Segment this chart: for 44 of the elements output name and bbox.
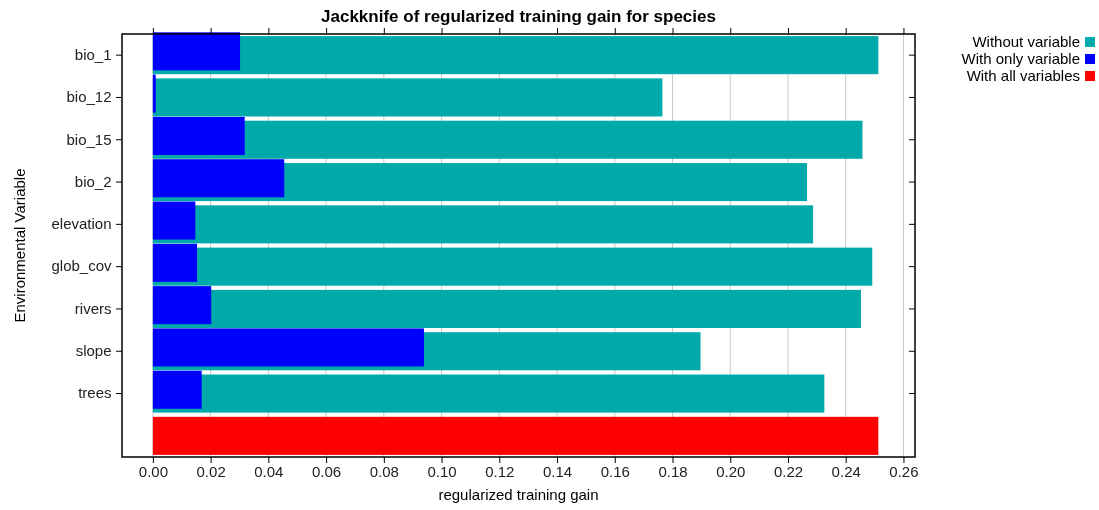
bar bbox=[152, 159, 285, 198]
y-tick-label: bio_15 bbox=[66, 130, 112, 148]
x-tick-label: 0.08 bbox=[369, 462, 399, 480]
x-tick-label: 0.04 bbox=[254, 462, 284, 480]
bar bbox=[152, 328, 424, 367]
x-tick-label: 0.10 bbox=[427, 462, 457, 480]
x-tick-label: 0.12 bbox=[485, 462, 515, 480]
bar bbox=[152, 374, 825, 413]
x-tick-label: 0.02 bbox=[196, 462, 226, 480]
y-tick-label: bio_12 bbox=[66, 88, 112, 106]
x-axis-title: regularized training gain bbox=[438, 486, 599, 503]
x-tick-label: 0.24 bbox=[831, 462, 861, 480]
bar bbox=[152, 243, 198, 282]
bar bbox=[152, 78, 663, 117]
y-tick-label: trees bbox=[78, 384, 112, 402]
y-tick-label: bio_2 bbox=[74, 172, 112, 190]
legend-label: With all variables bbox=[966, 67, 1080, 84]
x-tick-label: 0.06 bbox=[311, 462, 342, 480]
bar bbox=[152, 116, 245, 155]
bar bbox=[152, 416, 879, 455]
bar bbox=[152, 370, 202, 409]
legend-label: With only variable bbox=[961, 50, 1080, 67]
y-tick-label: bio_1 bbox=[74, 45, 112, 63]
chart-title: Jackknife of regularized training gain for species bbox=[321, 7, 716, 26]
x-tick-label: 0.00 bbox=[138, 462, 168, 480]
y-axis-title: Environmental Variable bbox=[11, 168, 28, 323]
x-tick-label: 0.14 bbox=[542, 462, 573, 480]
x-tick-label: 0.16 bbox=[600, 462, 630, 480]
legend-label: Without variable bbox=[972, 33, 1080, 50]
x-tick-label: 0.26 bbox=[889, 462, 919, 480]
bar bbox=[152, 205, 814, 244]
bar bbox=[152, 32, 241, 71]
x-tick-label: 0.18 bbox=[658, 462, 688, 480]
bar bbox=[152, 74, 156, 113]
y-tick-label: rivers bbox=[74, 299, 112, 317]
bar bbox=[152, 247, 873, 286]
x-tick-label: 0.20 bbox=[716, 462, 746, 480]
bar bbox=[152, 286, 212, 325]
x-tick-label: 0.22 bbox=[773, 462, 804, 480]
bar bbox=[152, 289, 862, 328]
y-tick-label: slope bbox=[75, 342, 112, 360]
bar bbox=[152, 201, 196, 240]
y-tick-label: glob_cov bbox=[51, 257, 112, 275]
y-tick-label: elevation bbox=[51, 215, 112, 233]
